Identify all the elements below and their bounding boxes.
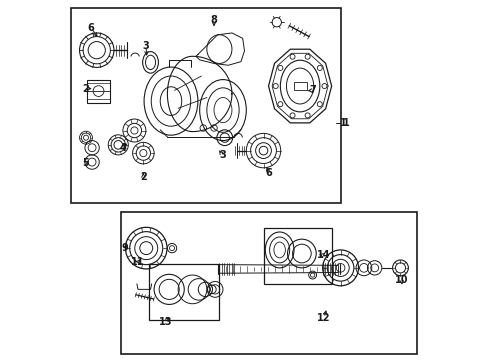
Text: 3: 3 [219,150,225,160]
Text: 4: 4 [120,143,126,153]
Text: 2: 2 [140,172,146,182]
Text: 2: 2 [82,84,89,94]
Text: 5: 5 [82,158,89,168]
Bar [121,212,416,354]
Bar [70,8,341,203]
Text: 10: 10 [394,275,407,285]
Text: 14: 14 [316,250,329,260]
Text: 8: 8 [210,15,217,26]
Bar [293,82,306,90]
Text: 11: 11 [131,257,144,267]
Bar [264,228,332,284]
Text: 9: 9 [121,243,128,253]
Text: 1: 1 [343,118,349,128]
Text: 1: 1 [339,118,346,128]
Bar [87,80,110,103]
Text: 12: 12 [317,313,330,323]
Text: 7: 7 [308,85,315,95]
Bar [149,264,219,320]
Text: 6: 6 [264,168,271,178]
Text: 3: 3 [142,41,149,50]
Text: 13: 13 [159,317,172,327]
Text: 6: 6 [87,23,94,33]
